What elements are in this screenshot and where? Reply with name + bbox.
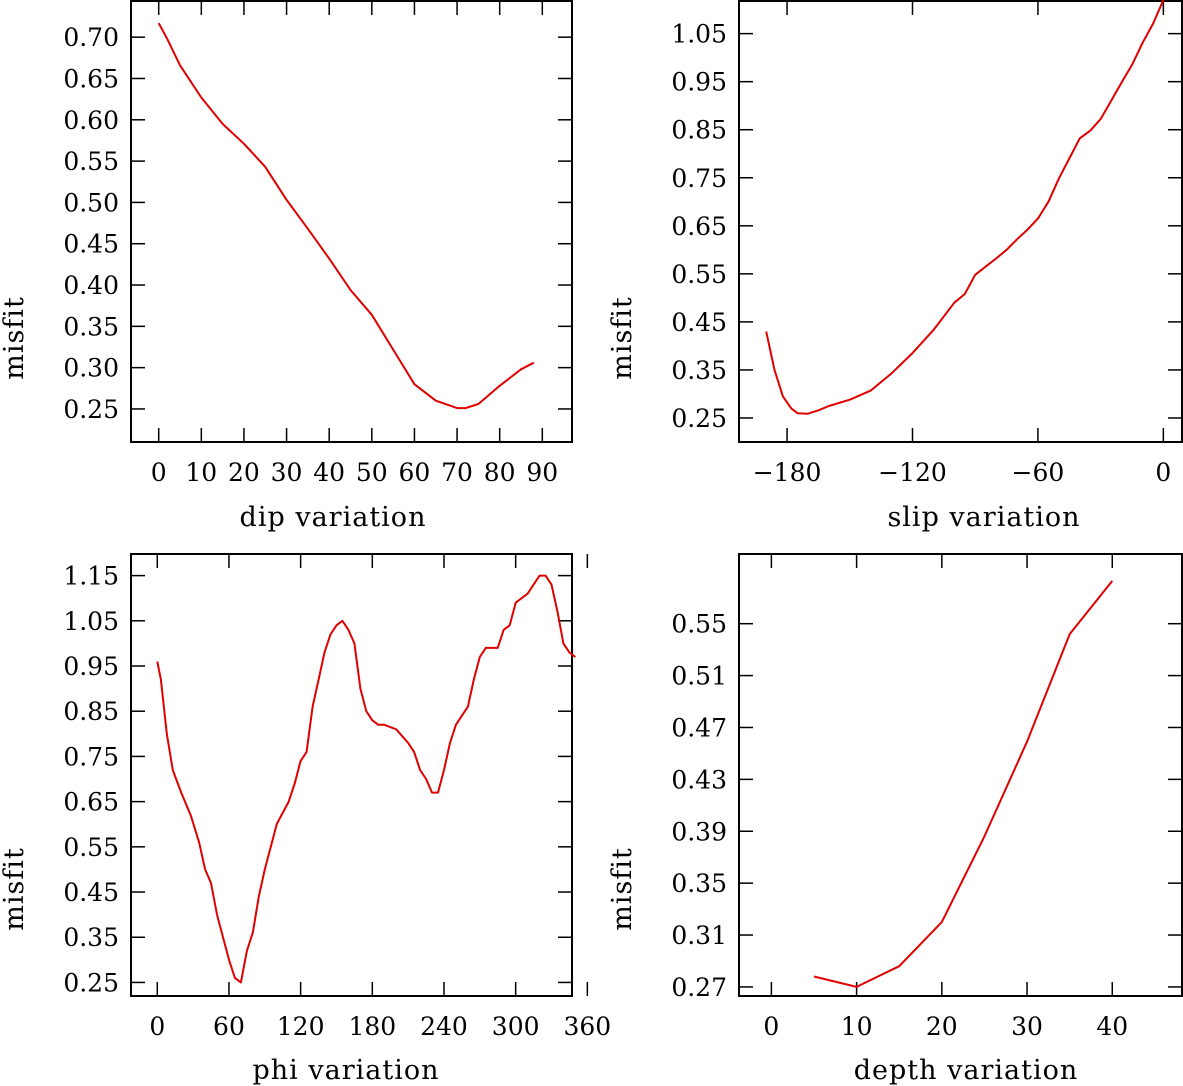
phi-x-tick-label: 360: [563, 1012, 611, 1041]
phi-y-tick-label: 0.55: [63, 833, 119, 862]
phi-x-tick-label: 0: [149, 1012, 165, 1041]
slip-y-axis-label: misfit: [607, 296, 638, 380]
phi-x-axis-label: phi variation: [252, 1055, 439, 1086]
depth-misfit-line: [813, 580, 1114, 988]
slip-x-tick-label: 0: [1155, 458, 1171, 487]
phi-x-tick-label: 120: [277, 1012, 325, 1041]
slip-y-tick-label: 0.55: [671, 260, 727, 289]
depth-y-tick-label: 0.43: [671, 765, 727, 794]
phi-y-tick-label: 0.25: [63, 968, 119, 997]
slip-axes-frame: [738, 0, 1183, 443]
phi-y-tick-label: 0.35: [63, 923, 119, 952]
depth-panel: 0 10 20 30 40 0.27 0.31 0.35 0.39 0.43 0.47 0.51 0.5…: [607, 553, 1183, 1086]
phi-misfit-line: [156, 574, 577, 984]
depth-x-tick-label: 40: [1096, 1012, 1128, 1041]
dip-y-tick-label: 0.30: [63, 354, 119, 383]
depth-y-tick-label: 0.39: [671, 817, 727, 846]
slip-y-tick-label: 0.75: [671, 164, 727, 193]
dip-y-tick-label: 0.60: [63, 106, 119, 135]
phi-y-tick-label: 0.45: [63, 878, 119, 907]
dip-misfit-line: [157, 22, 535, 410]
dip-y-tick-label: 0.35: [63, 312, 119, 341]
dip-y-axis-label: misfit: [0, 296, 30, 380]
dip-x-tick-label: 70: [441, 458, 473, 487]
phi-y-axis-label: misfit: [0, 847, 30, 931]
slip-x-tick-label: −60: [1012, 458, 1065, 487]
slip-y-tick-label: 0.35: [671, 356, 727, 385]
phi-x-tick-label: 180: [348, 1012, 396, 1041]
phi-y-tick-label: 0.85: [63, 697, 119, 726]
dip-y-tick-label: 0.70: [63, 23, 119, 52]
depth-x-tick-label: 20: [926, 1012, 958, 1041]
phi-y-tick-label: 1.15: [63, 562, 119, 591]
slip-y-tick-label: 0.65: [671, 212, 727, 241]
depth-y-tick-label: 0.31: [671, 921, 727, 950]
slip-panel: −180 −120 −60 0 0.25 0.35 0.45 0.55 0.65 0.75 0.85…: [607, 0, 1183, 533]
phi-panel: 0 60 120 180 240 300 360 0.25 0.35 0.45 0.55 0.65 0.…: [0, 553, 611, 1086]
dip-y-tick-label: 0.25: [63, 395, 119, 424]
dip-y-tick-label: 0.50: [63, 188, 119, 217]
dip-y-tick-label: 0.45: [63, 230, 119, 259]
slip-x-tick-label: −180: [753, 458, 822, 487]
phi-y-tick-label: 0.65: [63, 788, 119, 817]
dip-x-tick-label: 80: [484, 458, 516, 487]
dip-x-tick-label: 10: [185, 458, 217, 487]
dip-x-axis-label: dip variation: [240, 502, 427, 533]
slip-y-tick-label: 0.25: [671, 404, 727, 433]
slip-y-tick-label: 0.45: [671, 308, 727, 337]
depth-y-axis-label: misfit: [607, 847, 638, 931]
depth-y-tick-label: 0.27: [671, 973, 727, 1002]
slip-y-tick-label: 0.95: [671, 68, 727, 97]
phi-y-tick-label: 0.95: [63, 652, 119, 681]
dip-panel: 0 10 20 30 40 50 60 70 80 90 0.25 0.30 0.35 0.40 0.45 0…: [0, 0, 573, 533]
slip-x-tick-label: −120: [878, 458, 947, 487]
slip-x-axis-label: slip variation: [887, 502, 1080, 533]
slip-misfit-line: [765, 0, 1165, 415]
phi-x-tick-label: 300: [492, 1012, 540, 1041]
slip-y-tick-label: 1.05: [671, 20, 727, 49]
depth-x-tick-label: 30: [1011, 1012, 1043, 1041]
dip-x-tick-label: 60: [399, 458, 431, 487]
phi-axes-frame: [130, 553, 573, 997]
depth-x-tick-label: 0: [763, 1012, 779, 1041]
dip-y-tick-label: 0.55: [63, 147, 119, 176]
dip-axes-frame: [130, 0, 573, 443]
dip-x-tick-label: 50: [356, 458, 388, 487]
phi-y-tick-label: 0.75: [63, 742, 119, 771]
phi-x-tick-label: 240: [420, 1012, 468, 1041]
phi-x-tick-label: 60: [213, 1012, 245, 1041]
depth-y-tick-label: 0.55: [671, 610, 727, 639]
dip-x-tick-label: 90: [526, 458, 558, 487]
depth-y-tick-label: 0.35: [671, 869, 727, 898]
phi-y-tick-label: 1.05: [63, 607, 119, 636]
depth-y-tick-label: 0.47: [671, 713, 727, 742]
depth-x-tick-label: 10: [841, 1012, 873, 1041]
dip-y-tick-label: 0.40: [63, 271, 119, 300]
dip-x-tick-label: 0: [151, 458, 167, 487]
slip-y-tick-label: 0.85: [671, 116, 727, 145]
depth-axes-frame: [738, 553, 1183, 997]
dip-x-tick-label: 30: [271, 458, 303, 487]
depth-x-axis-label: depth variation: [854, 1055, 1079, 1086]
dip-y-tick-label: 0.65: [63, 64, 119, 93]
depth-y-tick-label: 0.51: [671, 662, 727, 691]
dip-x-tick-label: 20: [228, 458, 260, 487]
dip-x-tick-label: 40: [313, 458, 345, 487]
